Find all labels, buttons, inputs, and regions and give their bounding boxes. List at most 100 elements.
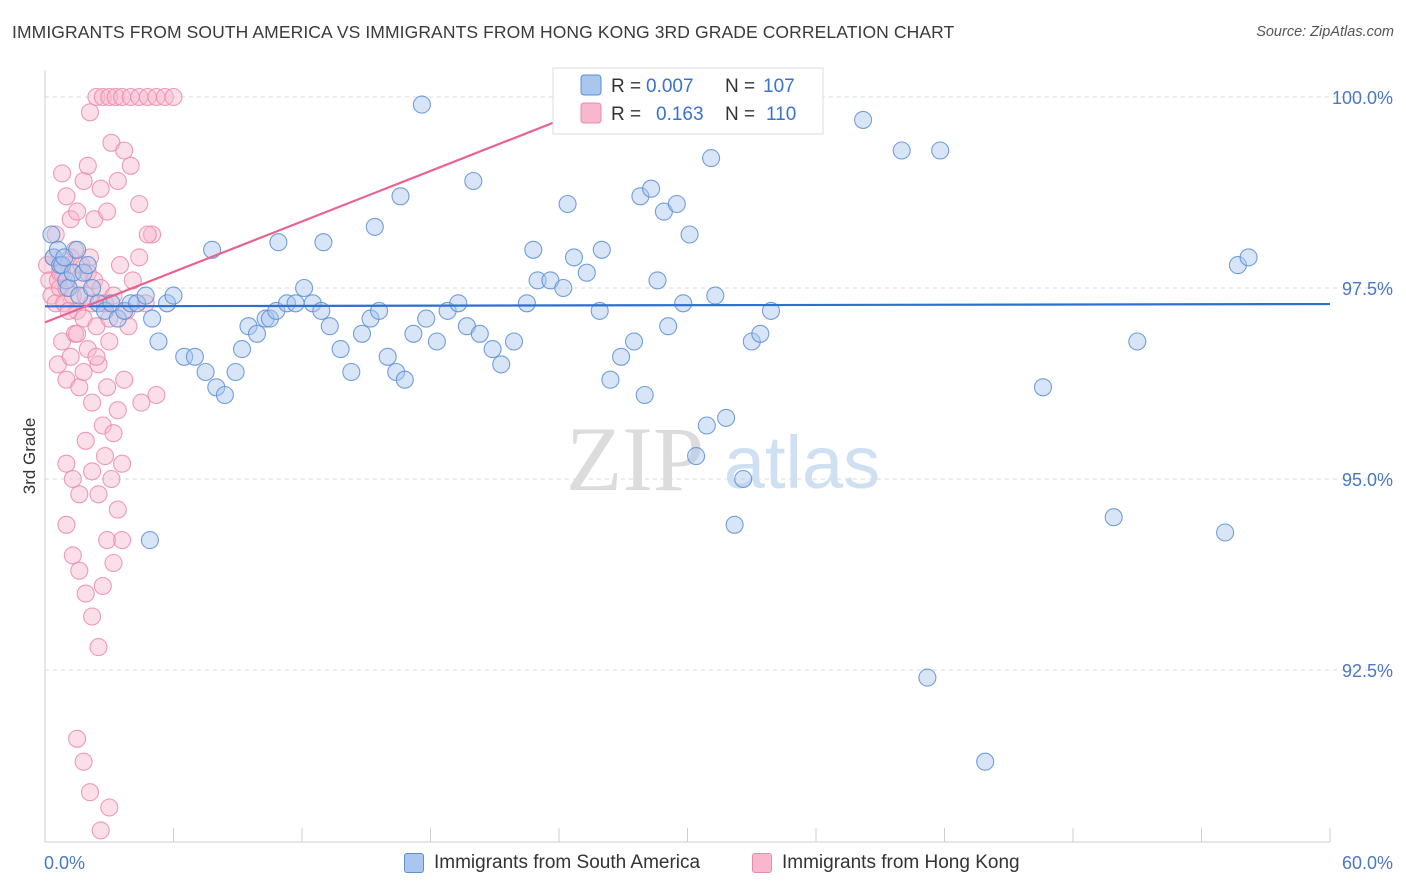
south-america-point [1104,508,1123,527]
south-america-point [42,225,61,244]
south-america-point [612,347,631,366]
south-america-point [412,95,431,114]
south-america-point [63,263,82,282]
south-america-point [140,531,159,550]
south-america-point [269,233,288,252]
hong-kong-point [93,576,112,596]
south-america-point [717,408,736,427]
hong-kong-point [130,248,149,267]
chart-title: IMMIGRANTS FROM SOUTH AMERICA VS IMMIGRA… [12,22,955,42]
south-america-point [517,294,536,313]
south-america-point [464,171,483,191]
south-america-point [1216,523,1235,542]
south-america-point [427,332,446,351]
legend: R = 0.007 N = 107 R = 0.163 N = 110 [552,67,824,135]
tick-labels: 92.5% 95.0% 97.5% 100.0% 0.0% 60.0% [44,88,1393,873]
south-america-point [702,149,721,168]
hong-kong-point [110,256,130,275]
south-america-point [558,194,577,214]
watermark-atlas: atlas [724,421,880,504]
hong-kong-point [113,454,132,473]
south-america-point [592,240,611,259]
hong-kong-point [57,187,76,206]
bottom-legend-pink-swatch [752,853,772,873]
south-america-point [226,362,245,382]
hong-kong-point [104,424,123,443]
south-america-point [524,240,543,259]
south-america-point [78,256,97,275]
y-axis-title: 3rd Grade [20,418,39,495]
hong-kong-point [89,485,108,504]
bottom-legend-pink-label: Immigrants from Hong Kong [782,852,1020,873]
bottom-legend-blue-label: Immigrants from South America [434,852,701,873]
south-america-point [395,370,414,389]
hong-kong-point [98,378,117,397]
hong-kong-point [147,385,166,405]
south-america-point [892,141,911,160]
south-america-point [121,294,140,313]
hong-kong-point [115,370,134,389]
south-america-point [931,141,950,160]
south-america-point [1239,248,1258,267]
legend-pink-r-label: R = [611,104,641,125]
south-america-point [185,347,204,366]
south-america-point [378,347,397,366]
hong-kong-point [57,515,76,534]
south-america-point [918,668,937,687]
hong-kong-point [89,638,108,657]
south-america-point [667,194,686,214]
hong-kong-point [91,821,110,840]
south-america-point [648,271,667,290]
south-america-point [295,278,314,298]
south-america-point [331,340,350,359]
hong-kong-point [83,607,102,626]
hong-kong-point [108,500,127,519]
watermark: ZIP atlas [566,408,880,510]
south-america-point [391,187,410,206]
south-america-point [1033,378,1053,397]
south-america-point [143,309,162,328]
hong-kong-point [80,103,100,122]
axes [44,70,1330,843]
y-tick-label: 97.5% [1342,279,1393,299]
hong-kong-point [83,393,102,412]
south-america-point [232,340,252,359]
legend-pink-n-label: N = [725,104,755,125]
south-america-point [577,263,596,282]
south-america-point [697,416,716,435]
south-america-points [42,87,1258,771]
legend-blue-n-label: N = [725,76,755,97]
hong-kong-point [61,210,80,229]
legend-swatch-pink [580,102,602,124]
hong-kong-point [70,485,89,504]
south-america-point [725,515,744,534]
south-america-point [674,294,693,313]
south-america-point [642,179,661,198]
south-america-point [761,301,781,320]
south-america-point [149,332,168,351]
south-america-point [564,248,584,267]
south-america-point [590,301,609,320]
hong-kong-point [53,164,72,183]
hong-kong-point [74,171,93,191]
hong-kong-point [115,141,134,160]
x-tick-label-min: 0.0% [44,853,85,873]
south-america-point [528,271,547,290]
hong-kong-points [38,87,183,840]
legend-blue-r-label: R = [611,76,641,97]
south-america-point [706,286,725,305]
south-america-point [470,324,489,343]
hong-kong-point [61,347,80,366]
bottom-legend-pink: Immigrants from Hong Kong [752,852,1020,874]
x-tick-label-max: 60.0% [1342,853,1393,873]
hong-kong-point [74,362,93,382]
legend-pink-n-value: 110 [766,104,796,125]
hong-kong-trendline [44,96,618,324]
hong-kong-point [68,324,87,343]
hong-kong-point [80,783,100,802]
south-america-point [215,385,234,405]
hong-kong-point [57,454,76,473]
south-america-point [601,370,620,389]
hong-kong-point [70,378,89,397]
trend-lines [44,96,1331,324]
